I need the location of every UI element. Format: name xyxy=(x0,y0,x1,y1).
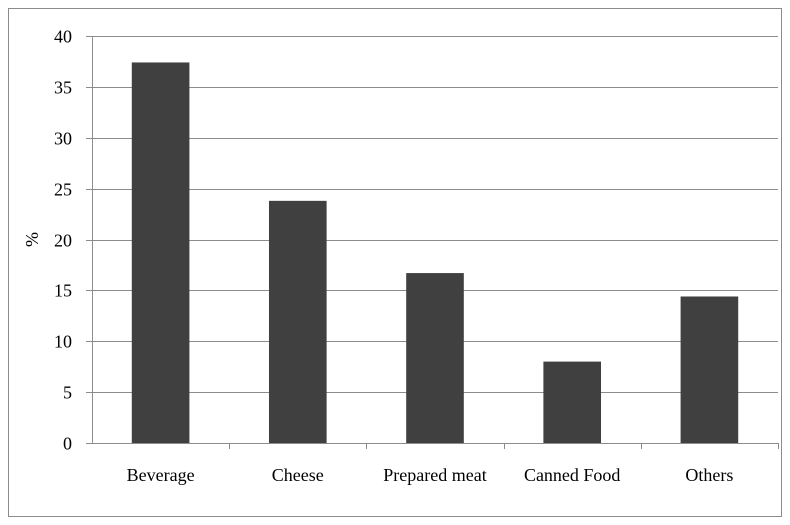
y-tick-label: 25 xyxy=(54,180,72,200)
y-tick-label: 5 xyxy=(63,383,72,403)
y-tick-label: 15 xyxy=(54,281,72,301)
x-tick-label: Canned Food xyxy=(524,465,621,485)
x-tick-label: Prepared meat xyxy=(383,465,486,485)
y-tick-label: 30 xyxy=(54,129,72,149)
bar xyxy=(406,273,464,443)
bar xyxy=(543,361,602,443)
x-tick-label: Beverage xyxy=(127,465,195,485)
bars xyxy=(131,62,739,443)
x-tick-labels: Beverage Cheese Prepared meat Canned Food Ot… xyxy=(127,465,734,485)
y-tick-label: 40 xyxy=(54,27,72,47)
x-tick-label: Cheese xyxy=(272,465,324,485)
y-tick-label: 10 xyxy=(54,332,72,352)
x-tick-label: Others xyxy=(685,465,733,485)
y-tick-labels: 0 5 10 15 20 25 30 35 40 xyxy=(54,27,72,454)
y-tick-label: 20 xyxy=(54,231,72,251)
bar xyxy=(131,62,190,443)
bar xyxy=(680,296,739,443)
bar xyxy=(268,200,327,443)
axes xyxy=(92,36,778,444)
y-axis-label: % xyxy=(22,232,42,247)
y-tick-label: 0 xyxy=(63,434,72,454)
y-tick-label: 35 xyxy=(54,78,72,98)
